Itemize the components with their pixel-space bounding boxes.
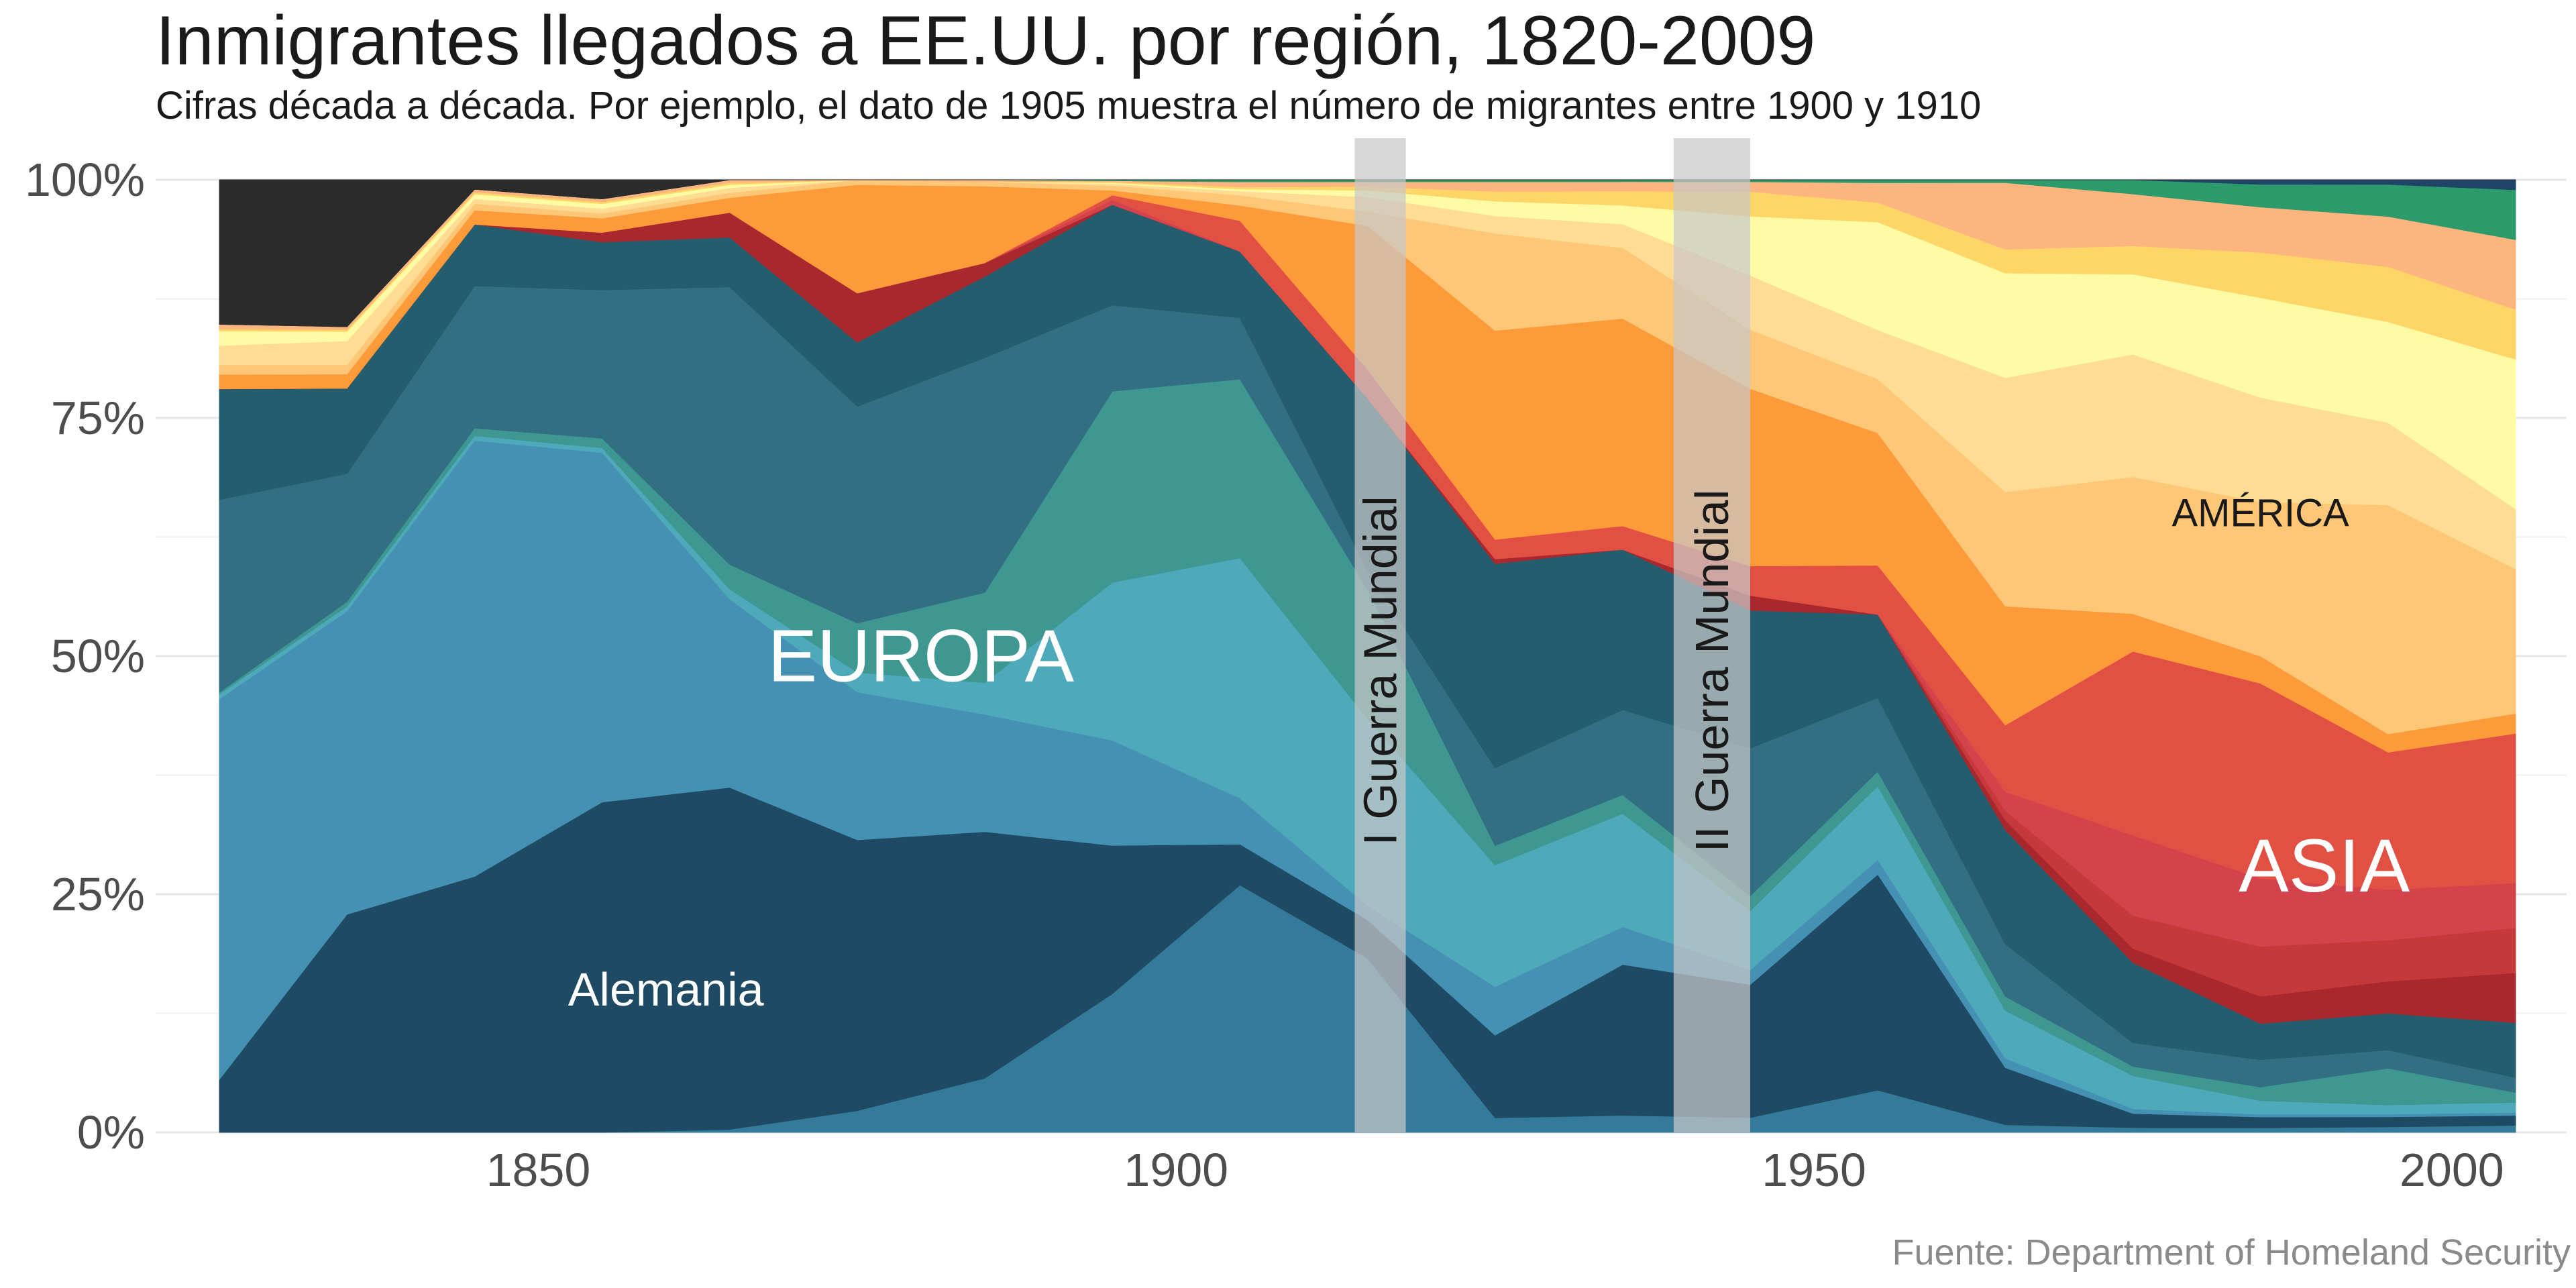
annotation-label-2: Alemania: [568, 963, 764, 1016]
war-band-label-1: I Guerra Mundial: [1354, 496, 1407, 845]
annotation-label-3: AMÉRICA: [2171, 492, 2349, 535]
y-tick-label: 75%: [51, 392, 145, 444]
y-tick-label: 100%: [25, 154, 145, 206]
x-tick-label: 1950: [1762, 1144, 1866, 1196]
x-tick-label: 2000: [2400, 1144, 2504, 1196]
y-tick-label: 25%: [51, 868, 145, 920]
war-band-label-2: II Guerra Mundial: [1686, 490, 1738, 853]
annotations-group: EUROPA Alemania AMÉRICA ASIA: [568, 492, 2410, 1016]
x-tick-label: 1850: [486, 1144, 591, 1196]
y-tick-label: 0%: [77, 1106, 145, 1159]
war-band-2: [1673, 138, 1750, 1132]
war-bands-group: I Guerra Mundial II Guerra Mundial: [1354, 138, 1750, 1132]
chart-subtitle: Cifras década a década. Por ejemplo, el …: [156, 84, 1982, 127]
source-caption: Fuente: Department of Homeland Security: [1892, 1232, 2571, 1273]
x-tick-label: 1900: [1124, 1144, 1228, 1196]
annotation-label-4: ASIA: [2239, 824, 2410, 908]
war-band-1: [1354, 138, 1406, 1132]
area-series-20: [219, 179, 2516, 327]
y-axis-ticks: 0% 25% 50% 75% 100%: [25, 154, 145, 1159]
y-tick-label: 50%: [51, 630, 145, 682]
x-axis-ticks: 1850 1900 1950 2000: [486, 1144, 2504, 1196]
chart-title: Inmigrantes llegados a EE.UU. por región…: [156, 2, 1816, 80]
annotation-label-1: EUROPA: [768, 615, 1075, 698]
